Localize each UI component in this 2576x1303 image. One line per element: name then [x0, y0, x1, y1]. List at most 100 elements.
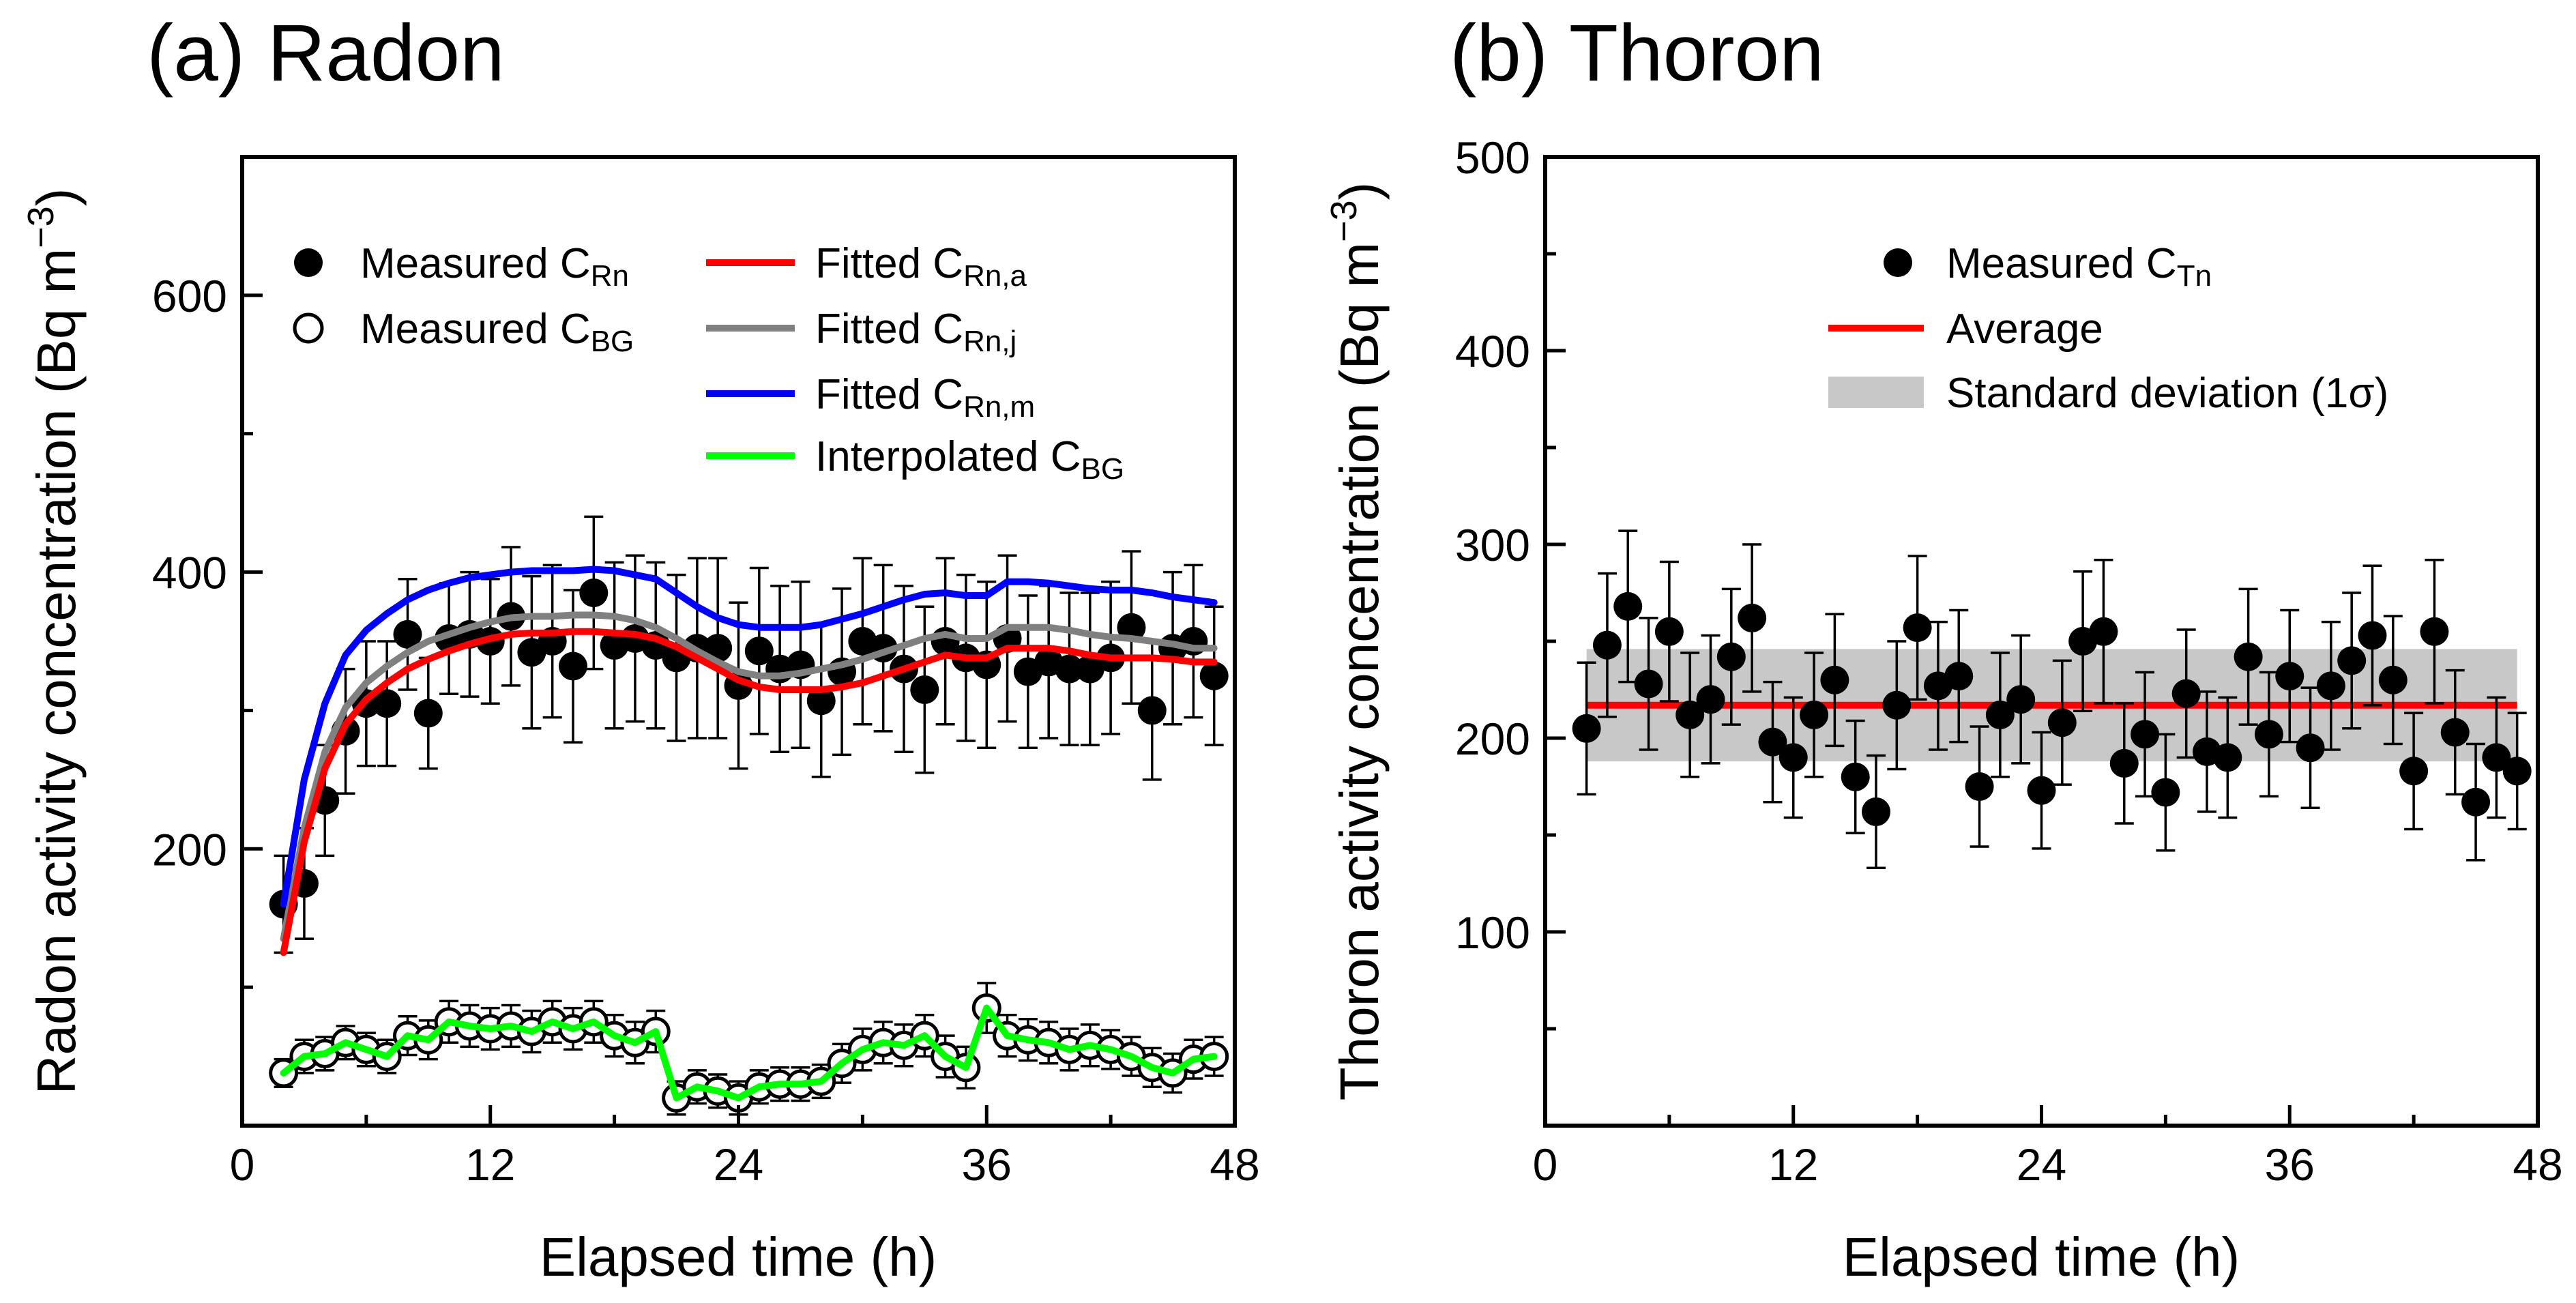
legend-measured-c-bg-marker: [293, 312, 324, 344]
thoron-measured-point: [2027, 776, 2056, 805]
radon-x-tick-label: 36: [962, 1139, 1012, 1190]
panel-thoron-title: (b) Thoron: [1450, 8, 1824, 98]
legend-average: Average: [1828, 306, 2103, 353]
panel-radon: (a) Radon 0 12 24 36 48 200 400 600 Elapsed tim…: [20, 8, 1260, 1287]
radon-x-tick-label: 24: [714, 1139, 763, 1190]
thoron-measured-point: [2378, 665, 2407, 694]
radon-measured-point: [910, 675, 939, 704]
thoron-measured-point: [1716, 642, 1746, 671]
thoron-measured-point: [2109, 748, 2139, 778]
thoron-y-axis-label: Thoron activity concentration (Bq m−3): [1323, 182, 1390, 1101]
thoron-measured-point: [2047, 708, 2077, 737]
radon-interpolated-bg-line: [280, 1004, 1218, 1102]
thoron-y-tick-label: 500: [1455, 132, 1530, 183]
radon-measured-point: [1055, 654, 1084, 684]
legend-std-dev-swatch: [1828, 377, 1924, 408]
radon-axes: 0 12 24 36 48 200 400 600: [152, 271, 1260, 1190]
legend-measured-c-tn-label: Measured CTn: [1946, 240, 2212, 293]
radon-fitted-j-line: [280, 611, 1218, 943]
thoron-measured-point: [1634, 669, 1663, 699]
radon-measured-point: [1137, 696, 1167, 725]
radon-measured-point: [744, 636, 774, 666]
thoron-measured-point: [2440, 718, 2470, 747]
legend-std-dev: Standard deviation (1σ): [1828, 370, 2388, 417]
thoron-measured-point: [2461, 787, 2491, 817]
thoron-measured-point: [1965, 772, 1994, 801]
thoron-measured-point: [1841, 762, 1870, 791]
thoron-y-tick-label: 200: [1455, 714, 1530, 764]
radon-data-layer: [269, 515, 1229, 1116]
thoron-x-tick-label: 0: [1533, 1139, 1558, 1190]
legend-fitted-c-rn-j: Fitted CRn,j: [706, 306, 1016, 358]
thoron-y-tick-label: 300: [1455, 520, 1530, 570]
thoron-measured-point: [2213, 743, 2242, 772]
radon-measured-point: [372, 689, 402, 718]
thoron-x-tick-label: 24: [2017, 1139, 2066, 1190]
legend-interpolated-c-bg: Interpolated CBG: [706, 433, 1124, 486]
radon-y-axis-label: Radon activity concentration (Bq m−3): [20, 188, 87, 1095]
thoron-y-tick-label: 400: [1455, 326, 1530, 377]
radon-measured-point: [579, 579, 609, 607]
radon-measured-point: [1199, 661, 1229, 690]
radon-y-tick-label: 200: [152, 824, 227, 875]
thoron-measured-point: [2275, 662, 2304, 691]
thoron-measured-point: [2358, 621, 2387, 650]
legend-fitted-c-rn-j-label: Fitted CRn,j: [815, 306, 1016, 358]
thoron-measured-point: [1675, 700, 1705, 729]
thoron-measured-point: [2234, 642, 2263, 671]
thoron-measured-point: [2316, 671, 2345, 701]
panel-radon-title: (a) Radon: [147, 8, 505, 98]
radon-legend: Measured CRn Measured CBG Fitted CRn,a F…: [293, 240, 1124, 486]
legend-measured-c-rn: Measured CRn: [294, 240, 629, 293]
radon-y-tick-label: 400: [152, 548, 227, 598]
legend-fitted-c-rn-m: Fitted CRn,m: [706, 371, 1035, 424]
radon-measured-point: [393, 619, 422, 649]
legend-fitted-c-rn-a: Fitted CRn,a: [706, 240, 1027, 293]
thoron-measured-point: [2482, 743, 2511, 772]
thoron-measured-point: [2089, 617, 2118, 646]
thoron-measured-point: [1696, 685, 1725, 714]
thoron-measured-point: [1800, 700, 1829, 729]
thoron-plot-frame: [1543, 155, 2540, 1128]
radon-x-tick-label: 48: [1210, 1139, 1259, 1190]
thoron-measured-point: [1592, 630, 1622, 660]
legend-fitted-c-rn-a-label: Fitted CRn,a: [815, 240, 1027, 293]
radon-measured-point: [413, 699, 443, 728]
thoron-measured-point: [2006, 685, 2036, 714]
thoron-axes: 0 12 24 36 48 100 200 300 400 500: [1455, 132, 2563, 1190]
legend-average-label: Average: [1946, 306, 2103, 353]
radon-plot-frame: [240, 155, 1237, 1128]
radon-x-tick-label: 0: [230, 1139, 255, 1190]
radon-x-axis-label: Elapsed time (h): [540, 1227, 937, 1287]
thoron-measured-point: [1572, 714, 1601, 743]
legend-fitted-c-rn-m-label: Fitted CRn,m: [815, 371, 1035, 424]
thoron-measured-point: [2254, 720, 2283, 749]
thoron-legend: Measured CTn Average Standard deviation …: [1828, 240, 2388, 417]
legend-measured-c-tn-marker: [1884, 248, 1912, 277]
radon-measured-point: [1117, 613, 1146, 642]
thoron-measured-point: [1738, 603, 1767, 632]
legend-measured-c-bg: Measured CBG: [293, 306, 634, 358]
thoron-x-tick-label: 36: [2265, 1139, 2315, 1190]
thoron-measured-point: [1654, 617, 1684, 646]
thoron-measured-point: [2399, 757, 2429, 786]
thoron-measured-point: [2131, 720, 2160, 749]
thoron-measured-point: [1882, 690, 1912, 720]
thoron-measured-point: [1779, 743, 1808, 772]
panel-thoron: (b) Thoron 0 12 24 36 48 100 200 300 400 500 Elap…: [1323, 8, 2563, 1287]
radon-measured-point: [806, 686, 836, 716]
thoron-measured-point: [2171, 679, 2201, 708]
thoron-measured-point: [2420, 617, 2449, 646]
legend-measured-c-rn-label: Measured CRn: [360, 240, 629, 293]
thoron-measured-point: [1985, 700, 2015, 729]
radon-x-tick-label: 12: [465, 1139, 515, 1190]
thoron-measured-point: [1944, 662, 1974, 691]
thoron-data-layer: [1572, 529, 2532, 870]
thoron-measured-point: [1758, 727, 1787, 757]
thoron-x-tick-label: 12: [1768, 1139, 1818, 1190]
thoron-y-tick-label: 100: [1455, 907, 1530, 958]
thoron-measured-point: [2337, 646, 2367, 675]
thoron-measured-point: [2502, 757, 2532, 786]
thoron-measured-point: [1862, 797, 1890, 826]
